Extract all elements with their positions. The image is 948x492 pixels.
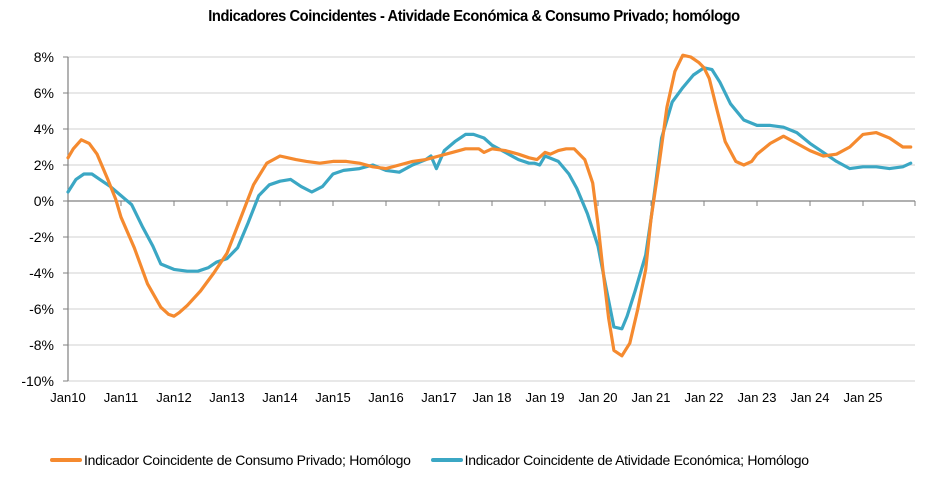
y-tick-label: -4% — [29, 265, 54, 281]
legend-swatch-consumo — [50, 458, 82, 462]
x-tick-label: Jan10 — [50, 390, 85, 405]
legend-item-consumo: Indicador Coincidente de Consumo Privado… — [50, 452, 411, 468]
y-tick-label: 0% — [34, 193, 54, 209]
series-line-consumo-privado — [66, 53, 913, 358]
x-tick-label: Jan 18 — [472, 390, 511, 405]
x-tick-label: Jan 24 — [790, 390, 829, 405]
x-tick-label: Jan 19 — [525, 390, 564, 405]
x-tick-label: Jan 23 — [737, 390, 776, 405]
y-tick-label: -10% — [21, 373, 54, 389]
x-tick-label: Jan16 — [368, 390, 403, 405]
x-tick-label: Jan 20 — [578, 390, 617, 405]
x-tick-label: Jan11 — [104, 390, 138, 405]
legend-label-atividade: Indicador Coincidente de Atividade Econó… — [464, 452, 809, 468]
y-tick-label: -6% — [29, 301, 54, 317]
series-lines — [66, 53, 913, 358]
axes — [67, 57, 915, 381]
legend-swatch-atividade — [430, 458, 463, 462]
x-tick-label: Jan17 — [421, 390, 456, 405]
legend-label-consumo: Indicador Coincidente de Consumo Privado… — [84, 452, 411, 468]
chart-title: Indicadores Coincidentes - Atividade Eco… — [208, 8, 740, 25]
y-tick-label: 6% — [34, 85, 54, 101]
gridlines — [68, 56, 915, 382]
x-tick-label: Jan12 — [156, 390, 191, 405]
y-axis-ticks: 8% 6% 4% 2% 0% -2% -4% -6% -8% -10% — [21, 49, 68, 389]
y-tick-label: 4% — [34, 121, 54, 137]
legend: Indicador Coincidente de Consumo Privado… — [50, 452, 829, 468]
x-axis-ticks: Jan10 Jan11 Jan12 Jan13 Jan14 Jan15 Jan16 Jan17… — [50, 201, 916, 405]
y-tick-label: 2% — [34, 157, 54, 173]
x-tick-label: Jan 21 — [631, 390, 670, 405]
x-tick-label: Jan14 — [262, 390, 297, 405]
y-tick-label: -2% — [29, 229, 54, 245]
legend-item-atividade: Indicador Coincidente de Atividade Econó… — [430, 452, 809, 468]
x-tick-label: Jan15 — [315, 390, 350, 405]
x-tick-label: Jan 22 — [684, 390, 723, 405]
series-line-atividade-economica — [66, 66, 913, 331]
y-tick-label: 8% — [34, 49, 54, 65]
x-tick-label: Jan13 — [209, 390, 244, 405]
y-tick-label: -8% — [29, 337, 54, 353]
x-tick-label: Jan 25 — [843, 390, 882, 405]
